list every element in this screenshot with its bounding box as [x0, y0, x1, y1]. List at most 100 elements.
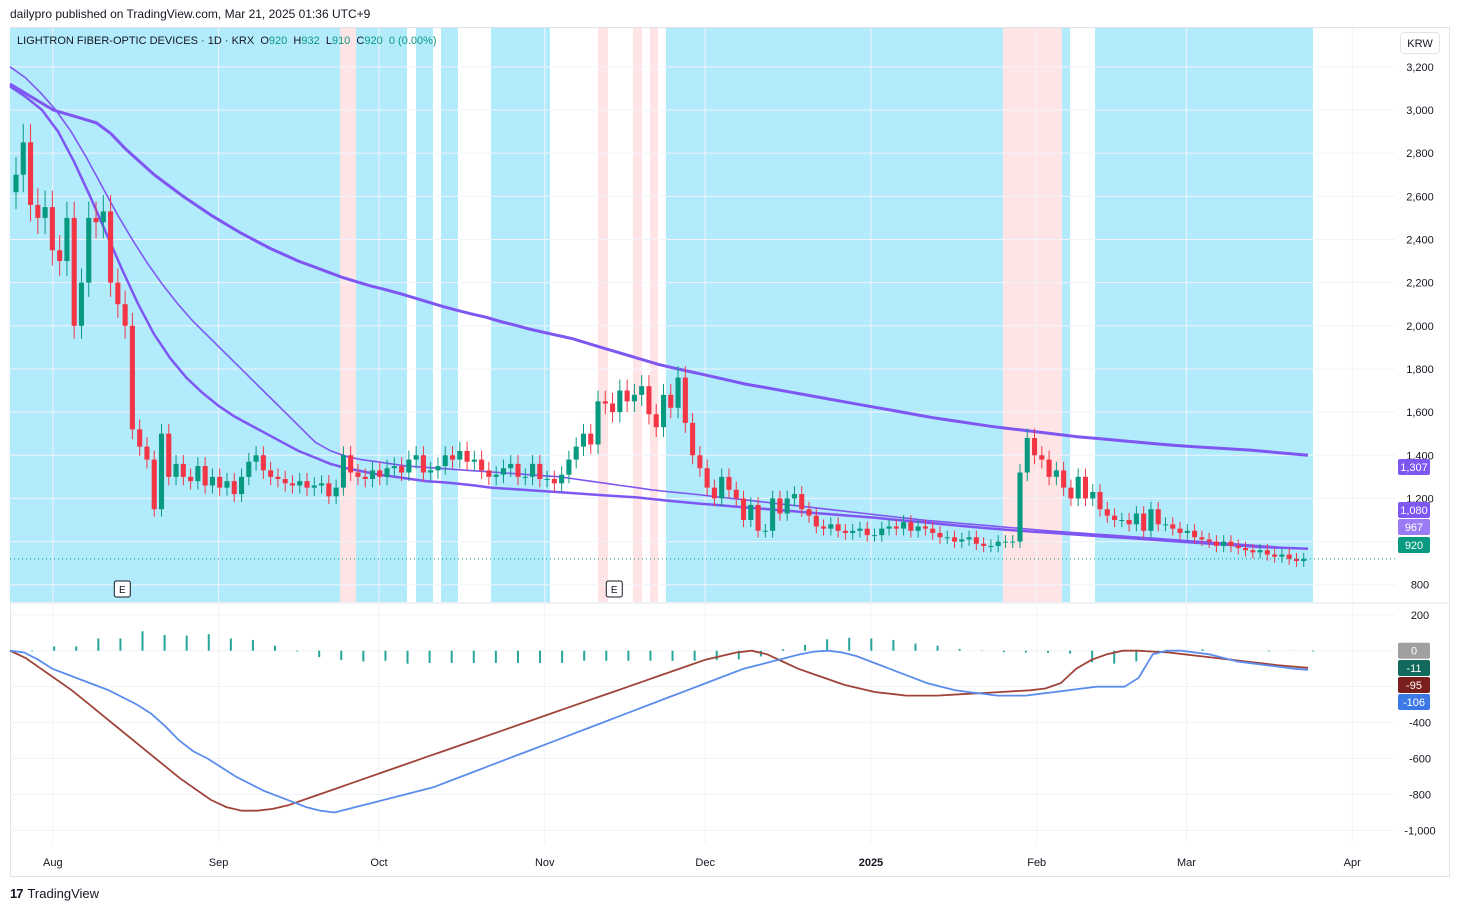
candle-body: [391, 466, 397, 469]
sep: ·: [200, 35, 205, 47]
candle-body: [1104, 509, 1110, 516]
candle-body: [544, 479, 550, 480]
sep: ·: [224, 35, 229, 47]
candle-body: [326, 483, 332, 497]
candle-body: [202, 466, 208, 486]
candle-body: [995, 541, 1001, 546]
candle-body: [1155, 509, 1161, 525]
time-tick-label: Apr: [1344, 857, 1361, 869]
last-price-badge-text: 920: [1405, 540, 1423, 552]
candle-body: [209, 476, 215, 486]
candle-body: [1184, 530, 1190, 533]
candle-body: [660, 394, 667, 428]
candle-body: [464, 450, 470, 462]
candle-body: [406, 459, 412, 473]
candle-body: [595, 401, 601, 445]
background-zone: [633, 28, 642, 602]
background-zone: [666, 28, 1003, 602]
candle-body: [457, 450, 463, 460]
ma-short-badge: 967: [1398, 519, 1430, 535]
candle-body: [1039, 455, 1045, 460]
candle-body: [515, 463, 521, 477]
candle-body: [304, 481, 310, 488]
time-tick-label: Sep: [209, 857, 229, 869]
candle-body: [748, 504, 754, 520]
close-value: 920: [364, 35, 383, 47]
candle-body: [566, 459, 572, 475]
candle-body: [1112, 515, 1118, 520]
candle-body: [1264, 550, 1270, 555]
histogram-badge: -11: [1398, 660, 1430, 676]
background-zone: [491, 28, 550, 602]
candle-body: [1250, 550, 1256, 553]
candle-body: [399, 466, 405, 473]
price-tick-label: 3,000: [1406, 105, 1434, 117]
earnings-label: E: [119, 585, 126, 596]
price-tick-label: 2,000: [1406, 321, 1434, 333]
candle-body: [646, 386, 652, 415]
candle-body: [1199, 537, 1205, 540]
candle-body: [260, 455, 266, 471]
ma-short-badge-bg: [1398, 519, 1430, 535]
ma-short-badge-text: 967: [1405, 522, 1423, 534]
candle-body: [486, 470, 492, 477]
candle-body: [959, 539, 965, 542]
candle-body: [930, 528, 936, 533]
candle-body: [1082, 476, 1089, 499]
candle-body: [1031, 438, 1038, 456]
candle-body: [173, 463, 179, 477]
candle-body: [35, 204, 41, 218]
candle-body: [1213, 541, 1219, 546]
tradingview-logo-icon: 17: [10, 886, 24, 901]
histogram-badge-bg: [1398, 660, 1430, 676]
zero-badge-bg: [1398, 642, 1430, 659]
candle-body: [697, 455, 703, 469]
candle-body: [362, 476, 368, 479]
candle-body: [420, 455, 426, 473]
candle-body: [340, 455, 346, 488]
low-label: L: [325, 35, 332, 47]
tradingview-brand[interactable]: 17 TradingView: [10, 886, 99, 901]
candle-body: [224, 481, 230, 488]
candle-body: [78, 282, 85, 326]
ma-mid-badge-bg: [1398, 502, 1430, 518]
candle-body: [369, 470, 376, 479]
currency-button[interactable]: KRW: [1400, 32, 1440, 54]
macd-line: [9, 649, 1309, 814]
candle-body: [13, 174, 19, 193]
candle-body: [1075, 476, 1081, 499]
candle-body: [333, 487, 339, 497]
candle-body: [901, 522, 907, 529]
time-tick-label: Oct: [370, 857, 387, 869]
candle-body: [355, 472, 361, 477]
candle-body: [908, 522, 914, 531]
price-tick-label: 1,600: [1406, 407, 1434, 419]
price-tick-label: 2,600: [1406, 191, 1434, 203]
candle-body: [129, 325, 135, 430]
candle-body: [588, 433, 594, 445]
macd-badge-bg: [1398, 694, 1430, 710]
candle-body: [944, 537, 950, 539]
candle-body: [1206, 539, 1212, 542]
candle-body: [1126, 520, 1132, 525]
candle-body: [479, 459, 485, 471]
candle-body: [1221, 541, 1227, 546]
price-tick-label: 2,800: [1406, 148, 1434, 160]
candle-body: [1162, 524, 1169, 526]
candle-body: [144, 446, 150, 460]
candle-body: [1170, 524, 1176, 529]
symbol-legend[interactable]: LIGHTRON FIBER-OPTIC DEVICES · 1D · KRX …: [17, 35, 437, 47]
candle-body: [988, 545, 994, 547]
candle-body: [668, 394, 674, 408]
candle-body: [195, 466, 201, 482]
candle-body: [573, 446, 579, 460]
ma-long-badge: 1,307: [1398, 459, 1430, 475]
candle-body: [71, 217, 77, 326]
candle-body: [937, 532, 943, 538]
timeframe: 1D: [207, 35, 222, 47]
candle-body: [653, 414, 659, 428]
earnings-marker: E: [113, 580, 131, 598]
candle-body: [246, 461, 252, 477]
time-tick-label: Feb: [1027, 857, 1046, 869]
